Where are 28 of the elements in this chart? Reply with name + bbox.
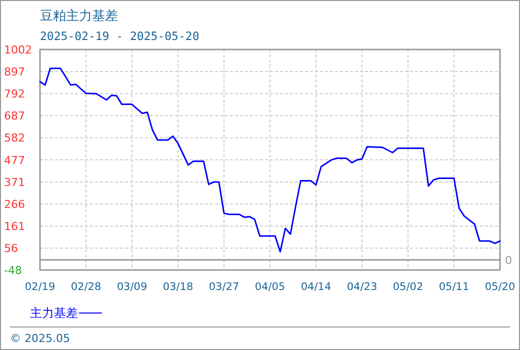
x-tick-label: 02/19 [24, 281, 56, 293]
y-tick-label: -48 [4, 264, 22, 277]
chart-title: 豆粕主力基差 [40, 8, 118, 24]
text: © 2025.05 [10, 332, 70, 345]
y-tick-label: 56 [4, 242, 18, 256]
x-tick-label: 03/27 [208, 281, 240, 293]
y-tick-label: 371 [4, 176, 25, 190]
legend: 主力基差 [30, 306, 102, 320]
y-tick-label: 161 [4, 220, 25, 234]
x-tick-label: 03/18 [162, 281, 194, 293]
x-tick-label: 05/20 [484, 281, 516, 293]
y-tick-label: 792 [4, 88, 25, 101]
y-tick-label: 582 [4, 132, 25, 145]
legend-label: 主力基差 [30, 306, 78, 320]
x-tick-label: 04/14 [300, 281, 332, 293]
y-tick-label: 477 [4, 154, 25, 167]
y-tick-label: 687 [4, 110, 25, 123]
y-tick-label: 897 [4, 66, 25, 79]
chart-subtitle: 2025-02-19 - 2025-05-20 [40, 29, 200, 43]
y-tick-label: 266 [4, 198, 25, 212]
x-tick-label: 05/02 [392, 281, 424, 293]
x-tick-label: 05/11 [438, 281, 470, 293]
y-tick-label: 1002 [4, 44, 32, 56]
x-tick-label: 02/28 [70, 281, 102, 293]
x-tick-label: 03/09 [116, 281, 148, 293]
x-tick-label: 04/05 [254, 281, 286, 293]
ref-line-label: 0 [505, 254, 512, 267]
x-tick-label: 04/23 [346, 281, 378, 293]
